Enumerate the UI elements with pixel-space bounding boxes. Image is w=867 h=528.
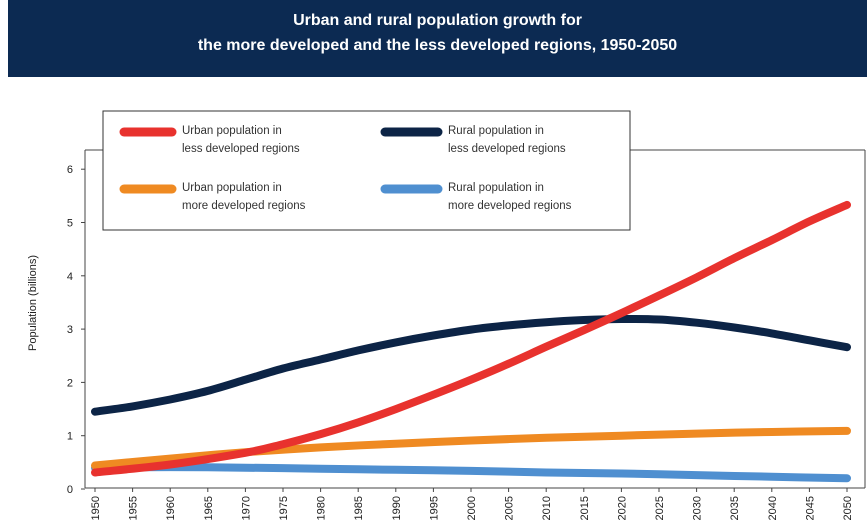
x-tick-label: 1985	[353, 496, 365, 520]
legend-urban-less-developed-label-line1: Urban population in	[182, 125, 282, 137]
x-tick-label: 1995	[428, 496, 440, 520]
x-tick-label: 2035	[729, 496, 741, 520]
legend-urban-more-developed-label-line2: more developed regions	[182, 200, 306, 212]
legend-rural-less-developed-label-line1: Rural population in	[448, 125, 544, 137]
x-tick-label: 2050	[842, 496, 854, 520]
y-tick-label: 5	[67, 218, 73, 230]
series-rural-less-developed-line	[91, 314, 851, 416]
x-tick-label: 1970	[240, 496, 252, 520]
legend-rural-more-developed-label-line1: Rural population in	[448, 182, 544, 194]
x-tick-label: 2015	[579, 496, 591, 520]
chart-title-line2: the more developed and the less develope…	[197, 37, 678, 54]
legend-urban-more-developed-label-line1: Urban population in	[182, 182, 282, 194]
series-rural-more-developed-line	[91, 463, 851, 483]
x-tick-label: 2030	[692, 496, 704, 520]
y-axis-title: Population (billions)	[27, 255, 39, 351]
title-banner: Urban and rural population growth for th…	[8, 0, 867, 77]
y-tick-label: 1	[67, 431, 73, 443]
x-tick-label: 2045	[804, 496, 816, 520]
x-tick-label: 1980	[316, 496, 328, 520]
x-tick-label: 2040	[767, 496, 779, 520]
x-tick-label: 1955	[128, 496, 140, 520]
y-tick-label: 3	[67, 324, 73, 336]
x-tick-label: 2010	[541, 496, 553, 520]
series-urban-less-developed-line	[91, 200, 851, 477]
chart-title-line1: Urban and rural population growth for	[293, 12, 582, 29]
x-tick-label: 1950	[90, 496, 102, 520]
x-tick-label: 1965	[203, 496, 215, 520]
legend-rural-less-developed-label-line2: less developed regions	[448, 143, 566, 155]
legend-urban-less-developed-label-line2: less developed regions	[182, 143, 300, 155]
x-tick-label: 2005	[504, 496, 516, 520]
y-tick-label: 4	[67, 271, 73, 283]
legend-box	[102, 110, 631, 231]
x-tick-label: 1990	[391, 496, 403, 520]
x-tick-label: 1975	[278, 496, 290, 520]
y-tick-label: 6	[67, 164, 73, 176]
x-tick-label: 2000	[466, 496, 478, 520]
y-tick-label: 2	[67, 377, 73, 389]
x-tick-label: 2020	[616, 496, 628, 520]
x-tick-label: 2025	[654, 496, 666, 520]
y-tick-label: 0	[67, 484, 73, 496]
x-tick-label: 1960	[165, 496, 177, 520]
legend-rural-more-developed-label-line2: more developed regions	[448, 200, 572, 212]
